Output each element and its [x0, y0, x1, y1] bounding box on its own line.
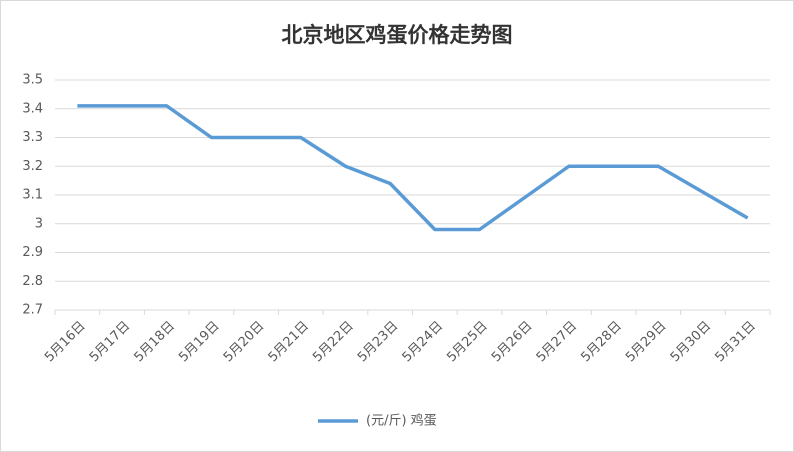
y-tick-label: 3.1	[22, 188, 43, 203]
y-tick-label: 2.7	[22, 303, 43, 318]
y-tick-label: 3.2	[22, 159, 43, 174]
data-line	[77, 104, 749, 232]
y-tick-label: 3.5	[22, 73, 43, 88]
y-tick-label: 3.4	[22, 101, 43, 116]
y-tick-label: 3.3	[22, 130, 43, 145]
legend-label: (元/斤) 鸡蛋	[366, 413, 437, 429]
y-tick-label: 2.8	[22, 274, 43, 289]
y-tick-label: 3	[35, 216, 43, 231]
chart-title: 北京地区鸡蛋价格走势图	[282, 23, 513, 47]
y-tick-label: 2.9	[22, 245, 43, 260]
